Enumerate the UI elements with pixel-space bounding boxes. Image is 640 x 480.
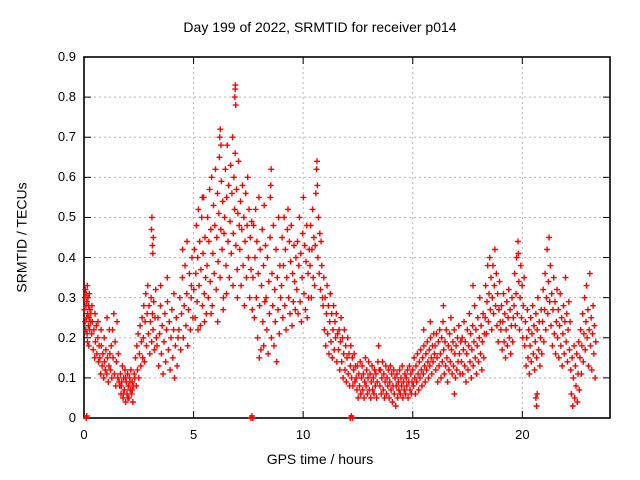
y-tick-label: 0.2 [57, 329, 76, 345]
y-tick-label: 0.1 [57, 369, 76, 385]
y-tick-label: 0.5 [57, 209, 76, 225]
y-tick-label: 0.7 [57, 129, 76, 145]
chart-title: Day 199 of 2022, SRMTID for receiver p01… [183, 19, 457, 35]
x-tick-label: 0 [80, 427, 88, 442]
y-tick-label: 0.6 [57, 169, 76, 185]
y-tick-label: 0.3 [57, 289, 76, 305]
x-tick-label: 20 [515, 427, 530, 442]
y-tick-label: 0.9 [57, 49, 76, 64]
y-tick-label: 0 [68, 410, 76, 425]
y-tick-label: 0.4 [57, 249, 76, 265]
x-tick-label: 10 [295, 427, 311, 442]
y-tick-label: 0.8 [57, 89, 76, 105]
x-tick-label: 15 [405, 427, 420, 442]
x-axis-label: GPS time / hours [266, 451, 374, 467]
x-tick-label: 5 [189, 427, 198, 442]
plot-border [83, 56, 611, 419]
scatter-points [81, 82, 599, 421]
